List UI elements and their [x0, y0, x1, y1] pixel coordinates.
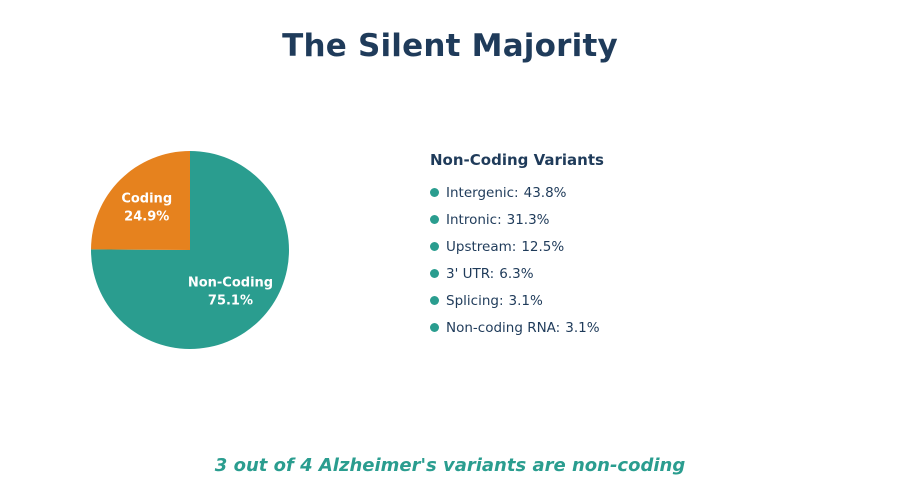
legend-item: 3' UTR: 6.3% — [430, 260, 604, 287]
legend-dot-icon — [430, 188, 439, 197]
legend-item: Splicing: 3.1% — [430, 287, 604, 314]
pie-slice-value: 75.1% — [208, 294, 253, 309]
legend-item: Non-coding RNA: 3.1% — [430, 314, 604, 341]
legend-item-value: 3.1% — [508, 292, 543, 309]
legend-dot-icon — [430, 323, 439, 332]
legend-dot-icon — [430, 296, 439, 305]
legend-item-value: 6.3% — [499, 265, 534, 282]
legend-title: Non-Coding Variants — [430, 151, 604, 169]
footer-caption: 3 out of 4 Alzheimer's variants are non-… — [214, 455, 686, 476]
legend-item: Upstream: 12.5% — [430, 233, 604, 260]
pie-slice-value: 24.9% — [124, 209, 169, 224]
legend-item-label: 3' UTR: — [446, 265, 495, 282]
legend-item-label: Non-coding RNA: — [446, 319, 561, 336]
legend-items: Intergenic: 43.8% Intronic: 31.3% Upstream: 1… — [430, 179, 604, 341]
legend-dot-icon — [430, 242, 439, 251]
legend: Non-Coding Variants Intergenic: 43.8% Intr… — [430, 151, 604, 341]
legend-item-label: Splicing: — [446, 292, 504, 309]
page-title: The Silent Majority — [282, 28, 618, 64]
legend-dot-icon — [430, 269, 439, 278]
legend-item: Intronic: 31.3% — [430, 206, 604, 233]
pie-slice-coding — [91, 151, 190, 250]
legend-item-value: 31.3% — [506, 211, 550, 228]
legend-dot-icon — [430, 215, 439, 224]
legend-item-value: 43.8% — [523, 184, 567, 201]
legend-item-value: 3.1% — [565, 319, 600, 336]
legend-item-label: Intronic: — [446, 211, 502, 228]
legend-item-value: 12.5% — [521, 238, 565, 255]
pie-slice-label: Coding — [121, 191, 172, 206]
legend-item-label: Upstream: — [446, 238, 517, 255]
pie-slice-label: Non-Coding — [188, 276, 273, 291]
legend-item: Intergenic: 43.8% — [430, 179, 604, 206]
legend-item-label: Intergenic: — [446, 184, 519, 201]
